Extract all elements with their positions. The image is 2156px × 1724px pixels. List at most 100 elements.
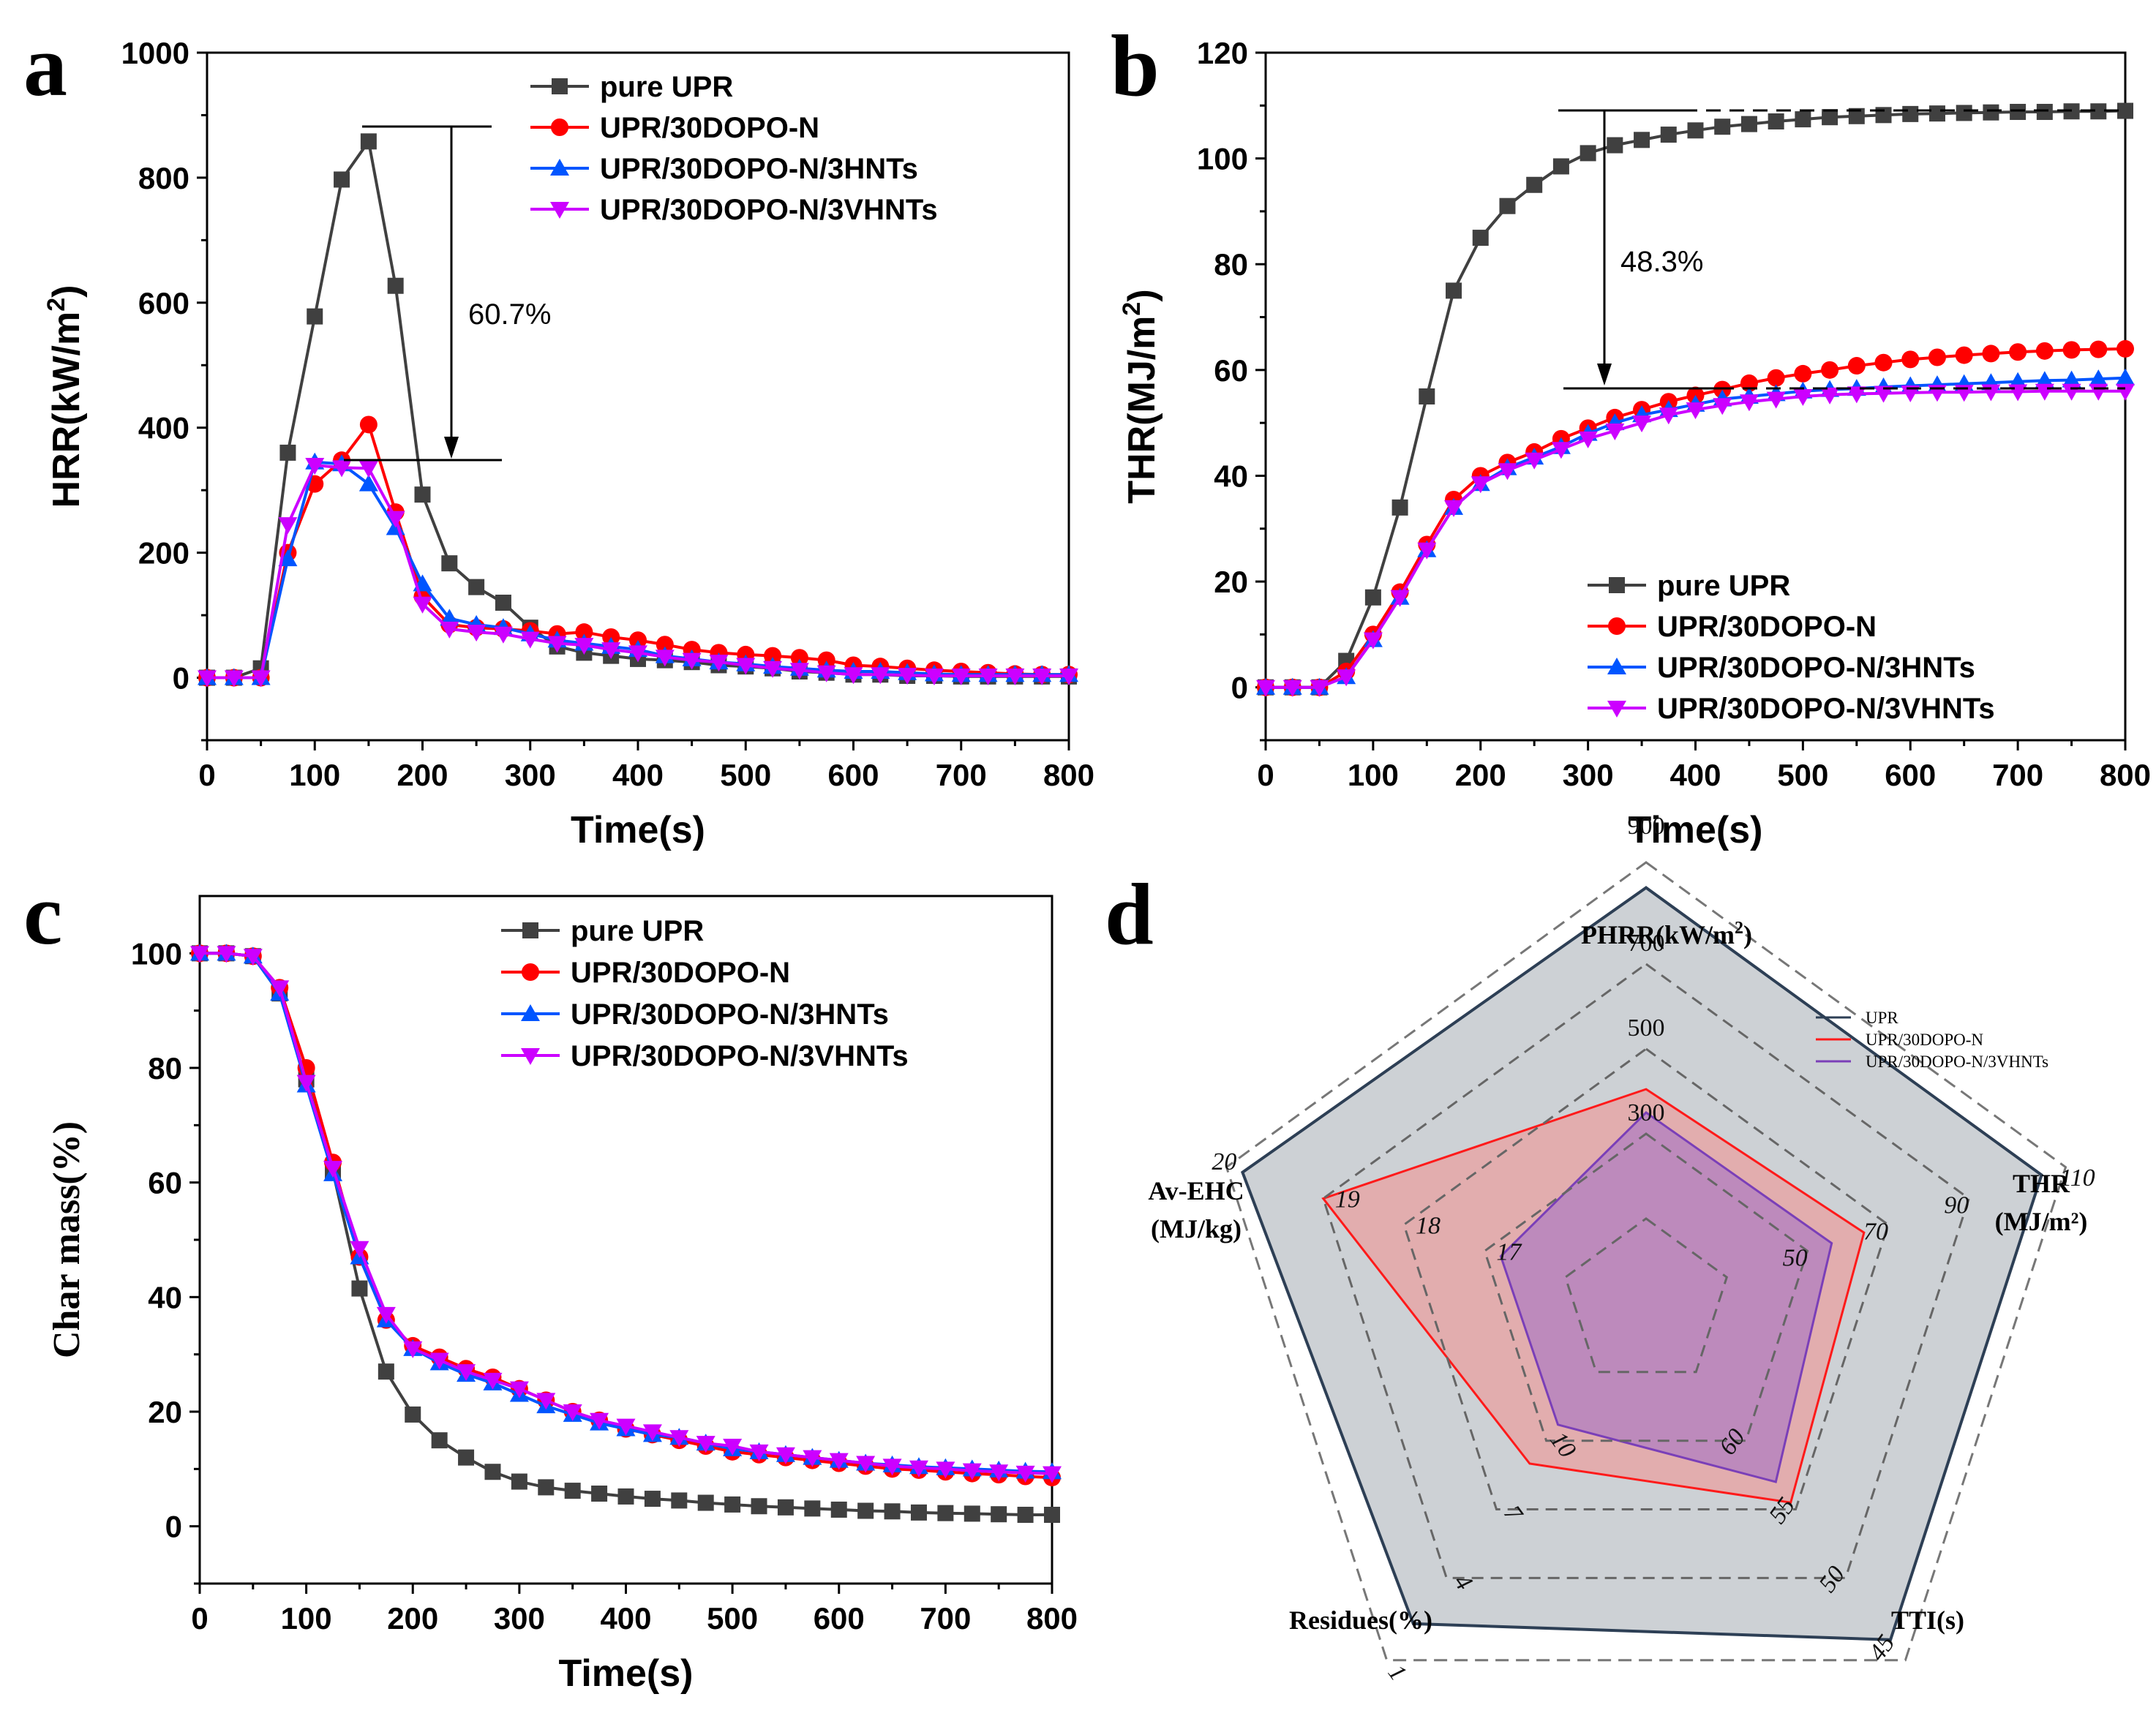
panel-a-data-point (764, 647, 782, 665)
panel-b-data-point (1526, 176, 1543, 193)
panel-c-data-point (351, 1280, 368, 1297)
panel-a-xtick-label: 700 (936, 758, 987, 792)
radar-tick-label: 500 (1628, 1015, 1665, 1042)
panel-b-data-point (1821, 361, 1839, 379)
panel-b-xtick-label: 200 (1455, 758, 1506, 792)
panel-b-data-point (1417, 542, 1437, 560)
panel-b-ytick-label: 40 (1214, 459, 1248, 493)
panel-a-xlabel: Time(s) (571, 809, 705, 851)
panel-a-ytick-label: 0 (173, 661, 189, 696)
panel-c-legend-marker (522, 963, 539, 981)
panel-c-data-point (511, 1473, 527, 1490)
panel-b-data-point (1956, 105, 1972, 121)
panel-c-data-point (856, 1456, 876, 1473)
panel-c-legend-label: pure UPR (571, 915, 704, 947)
panel-a-data-point (278, 517, 298, 535)
panel-a-data-point (359, 415, 378, 434)
panel-a-data-point (278, 549, 298, 567)
panel-a-data-point (251, 670, 271, 688)
panel-b-ytick-label: 100 (1197, 142, 1248, 176)
panel-c-data-point (751, 1498, 767, 1515)
radar-axis-title-main: TTI(s) (1891, 1606, 1964, 1635)
panel-a-data-point (871, 667, 890, 685)
panel-a-xtick-label: 200 (397, 758, 448, 792)
panel-b-data-point (1793, 389, 1813, 406)
radar-axis-title: PHRR(kW/m2) (1581, 919, 1752, 949)
panel-c-data-point (405, 1406, 421, 1423)
panel-c-xtick-label: 400 (600, 1601, 651, 1635)
radar-axis-title: Av-EHC (1148, 1176, 1244, 1205)
radar-grid-ring (1402, 1047, 1890, 1510)
panel-a-data-point (789, 663, 809, 680)
panel-c-data-point (323, 1161, 343, 1178)
panel-a-data-point (413, 596, 432, 614)
radar-tick-label: 90 (1944, 1192, 1969, 1219)
panel-b-data-point (1659, 407, 1678, 425)
panel-b-data-point (1282, 680, 1302, 697)
panel-b-data-point (1848, 108, 1865, 124)
panel-b-data-point (2117, 102, 2133, 119)
panel-a-xtick-label: 300 (505, 758, 556, 792)
panel-c-data-point (509, 1381, 529, 1399)
radar-grid-ring (1321, 963, 1971, 1579)
panel-a-legend-label: pure UPR (600, 71, 733, 103)
panel-c-data-point (431, 1432, 448, 1449)
panel-b-reduction-annotation: 48.3% (1558, 109, 2125, 390)
radar-tick-label: 300 (1628, 1099, 1665, 1126)
panel-a-xtick-label: 100 (289, 758, 340, 792)
panel-b-legend-marker (1607, 658, 1626, 674)
panel-a-data-point (978, 668, 998, 685)
panel-a-xtick-label: 400 (612, 758, 664, 792)
panel-a-legend-marker (550, 202, 569, 219)
panel-b-data-point (1444, 500, 1464, 517)
panel-b-ylabel-main: THR(MJ/m (1121, 316, 1163, 504)
panel-b-data-point (1768, 113, 1784, 129)
panel-c-data-point (616, 1418, 636, 1436)
radar-tick-label: 50 (1783, 1244, 1808, 1271)
panel-c-letter: c (23, 865, 62, 963)
panel-c-data-point (458, 1449, 475, 1466)
panel-b-thr-chart: b 0 100 200 300 400 500 600 700 800 0 20 40 60 80 100 1… (1111, 17, 2151, 851)
panel-c-xtick-label: 600 (814, 1601, 865, 1635)
panel-c-data-point (376, 1306, 396, 1324)
panel-c-data-point (591, 1486, 608, 1502)
panel-b-data-point (1687, 122, 1704, 139)
panel-c-data-point (642, 1424, 662, 1442)
panel-a-data-point (198, 670, 217, 688)
radar-tick-label: 700 (1628, 930, 1665, 957)
panel-c-xtick-label: 800 (1026, 1601, 1078, 1635)
panel-a-xtick-label: 800 (1043, 758, 1094, 792)
panel-c-xtick-label: 100 (281, 1601, 332, 1635)
panel-b-legend-marker (1608, 617, 1626, 635)
panel-c-data-point (909, 1460, 928, 1478)
panel-c-series-0 (192, 945, 1060, 1523)
panel-b-data-point (1713, 398, 1732, 415)
panel-c-ytick-label: 80 (148, 1051, 182, 1085)
radar-tick-label: 1 (1383, 1660, 1412, 1686)
panel-b-ytick-label: 120 (1197, 36, 1248, 70)
panel-c-data-point (564, 1483, 581, 1499)
panel-a-data-point (307, 308, 323, 325)
panel-a-data-point (1059, 668, 1078, 685)
panel-c-data-point (671, 1492, 688, 1509)
panel-c-data-point (217, 946, 236, 963)
panel-b-ylabel: THR(MJ/m2) (1118, 289, 1163, 503)
panel-b-data-point (1634, 132, 1650, 148)
panel-c-data-point (910, 1504, 927, 1521)
panel-c-data-point (777, 1499, 794, 1516)
panel-b-data-point (1446, 282, 1462, 299)
panel-b-data-point (1847, 357, 1866, 375)
panel-b-data-point (1390, 590, 1410, 607)
panel-c-series-line (200, 952, 1053, 1475)
panel-a-data-point (601, 642, 621, 660)
panel-b-data-point (1470, 476, 1490, 494)
radar-grid-ring (1563, 1217, 1729, 1374)
panel-b-legend-label: pure UPR (1657, 570, 1790, 602)
radar-axis-title-tail: ) (1743, 920, 1752, 949)
panel-c-legend-marker (522, 922, 538, 938)
panel-b-percent-label: 48.3% (1620, 246, 1703, 278)
panel-b-data-point (2009, 343, 2027, 361)
panel-a-legend-marker (552, 78, 568, 94)
panel-a-legend-label: UPR/30DOPO-N/3VHNTs (600, 194, 938, 226)
panel-a-xtick-label: 0 (198, 758, 215, 792)
